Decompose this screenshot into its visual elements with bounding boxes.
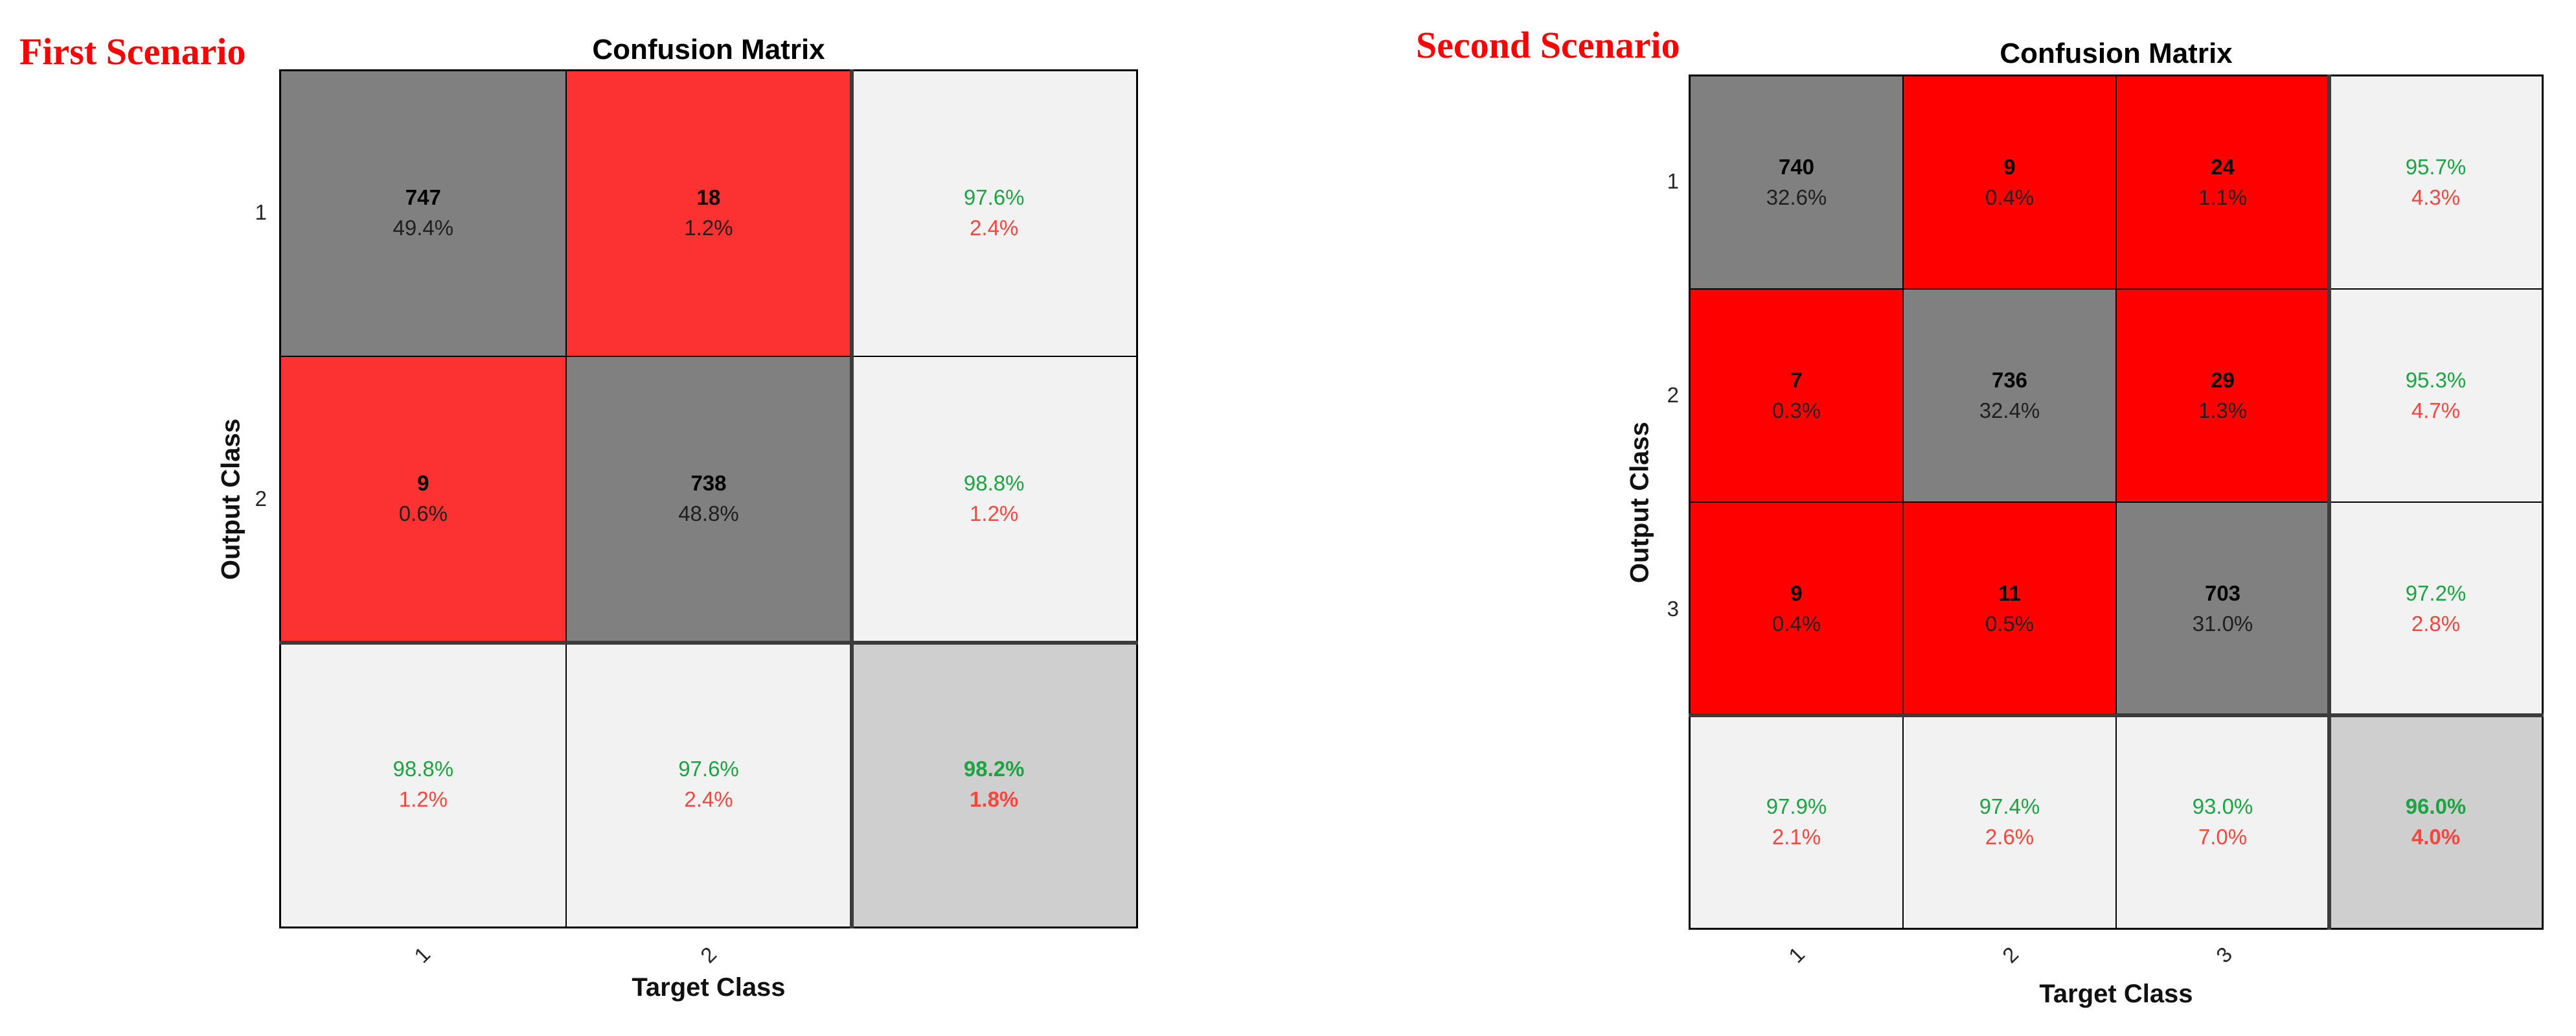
cell-percent: 49.4% [393,216,454,240]
cell-count: 9 [1790,581,1803,605]
cell-percent: 1.2% [684,216,733,240]
cell-count: 11 [1998,581,2021,605]
cell-count: 7 [1790,367,1803,392]
cell-percent: 0.5% [1985,611,2035,636]
second-scenario-label: Second Scenario [1416,24,1680,66]
x-axis-label-target-class: Target Class [2039,980,2193,1008]
recall-error-percent: 2.4% [684,787,733,811]
precision-percent: 97.6% [963,185,1025,210]
row3-precision-cell: 97.2% 2.8% [2330,503,2542,715]
cell-percent: 48.8% [678,501,739,525]
cell-r1c2-misclassified: 9 0.4% [1904,76,2115,288]
col1-recall-cell: 98.8% 1.2% [281,642,565,927]
summary-separator-horizontal-second [1689,713,2544,717]
cell-r2c3-misclassified: 29 1.3% [2117,290,2329,501]
cell-percent: 32.4% [1979,398,2040,422]
y-tick-1: 1 [255,200,267,224]
recall-percent: 97.4% [1979,794,2040,818]
cell-percent: 0.4% [1985,185,2035,209]
cell-percent: 1.3% [2198,398,2248,422]
confusion-matrix-title-second: Confusion Matrix [2000,38,2233,69]
cell-percent: 0.4% [1772,611,1821,636]
precision-error-percent: 2.8% [2411,611,2461,636]
precision-error-percent: 2.4% [970,216,1019,240]
cell-percent: 1.1% [2198,185,2248,209]
summary-separator-vertical-first [850,69,854,928]
cell-count: 747 [405,185,441,210]
cell-r1c3-misclassified: 24 1.1% [2117,76,2329,288]
cell-count: 9 [2003,154,2016,179]
x-tick-1: 1 [409,942,435,968]
precision-error-percent: 4.3% [2411,185,2461,209]
x-tick-2: 2 [696,942,722,968]
cell-percent: 31.0% [2192,611,2253,636]
cell-percent: 0.6% [398,501,448,525]
cell-percent: 0.3% [1772,398,1821,422]
recall-percent: 97.6% [678,756,739,781]
cell-count: 738 [690,471,727,496]
confusion-matrix-grid-second: 740 32.6% 9 0.4% 24 1.1% 95.7% 4.3% 7 0.… [1689,75,2544,930]
cell-count: 29 [2211,367,2235,392]
y-tick-2: 2 [1667,383,1679,407]
cell-r3c3-correct: 703 31.0% [2117,503,2329,715]
confusion-matrix-title-first: Confusion Matrix [592,34,825,65]
x-tick-2: 2 [1998,942,2023,968]
row1-precision-cell: 95.7% 4.3% [2330,76,2542,288]
cell-r3c2-misclassified: 11 0.5% [1904,503,2115,715]
recall-percent: 98.8% [393,756,454,781]
precision-percent: 98.8% [963,471,1025,496]
cell-r2c2-correct: 738 48.8% [566,356,851,641]
x-tick-1: 1 [1784,942,1810,968]
y-tick-2: 2 [255,487,267,511]
cell-r1c1-correct: 747 49.4% [281,71,565,356]
overall-accuracy-percent: 98.2% [963,756,1025,781]
cell-r1c2-misclassified: 18 1.2% [566,71,851,356]
row1-precision-cell: 97.6% 2.4% [852,71,1136,356]
precision-error-percent: 4.7% [2411,398,2461,422]
cell-r1c1-correct: 740 32.6% [1691,76,1902,288]
overall-accuracy-cell: 96.0% 4.0% [2330,716,2542,928]
cell-r2c1-misclassified: 9 0.6% [281,356,565,641]
precision-percent: 95.7% [2405,154,2467,179]
cell-r3c1-misclassified: 9 0.4% [1691,503,1902,715]
confusion-matrix-grid-first: 747 49.4% 18 1.2% 97.6% 2.4% 9 0.6% 738 … [279,69,1138,928]
cell-r2c2-correct: 736 32.4% [1904,290,2115,501]
cell-r2c1-misclassified: 7 0.3% [1691,290,1902,501]
cell-percent: 32.6% [1766,185,1827,209]
y-axis-label-output-class: Output Class [1625,422,1654,583]
x-axis-label-target-class: Target Class [632,973,786,1002]
first-scenario-label: First Scenario [19,30,246,73]
row2-precision-cell: 98.8% 1.2% [852,356,1136,641]
cell-count: 736 [1991,367,2028,392]
y-axis-label-output-class: Output Class [216,419,245,580]
precision-error-percent: 1.2% [970,501,1019,525]
precision-percent: 95.3% [2405,367,2467,392]
overall-error-percent: 4.0% [2411,824,2461,849]
y-tick-1: 1 [1667,169,1679,193]
overall-accuracy-percent: 96.0% [2405,794,2467,818]
cell-count: 703 [2204,581,2241,605]
cell-count: 18 [696,185,721,210]
recall-error-percent: 2.6% [1985,824,2035,849]
col1-recall-cell: 97.9% 2.1% [1691,716,1902,928]
recall-percent: 93.0% [2192,794,2253,818]
recall-percent: 97.9% [1766,794,1827,818]
y-tick-3: 3 [1667,597,1679,621]
col2-recall-cell: 97.4% 2.6% [1904,716,2115,928]
x-tick-3: 3 [2211,942,2237,968]
overall-accuracy-cell: 98.2% 1.8% [852,642,1136,927]
cell-count: 740 [1778,154,1815,179]
summary-separator-vertical-second [2327,75,2331,930]
recall-error-percent: 2.1% [1772,824,1821,849]
row2-precision-cell: 95.3% 4.7% [2330,290,2542,501]
cell-count: 24 [2211,154,2235,179]
precision-percent: 97.2% [2405,581,2467,605]
cell-count: 9 [417,471,429,496]
recall-error-percent: 7.0% [2198,824,2248,849]
col2-recall-cell: 97.6% 2.4% [566,642,851,927]
col3-recall-cell: 93.0% 7.0% [2117,716,2329,928]
overall-error-percent: 1.8% [970,787,1019,811]
recall-error-percent: 1.2% [398,787,448,811]
summary-separator-horizontal-first [279,641,1138,645]
